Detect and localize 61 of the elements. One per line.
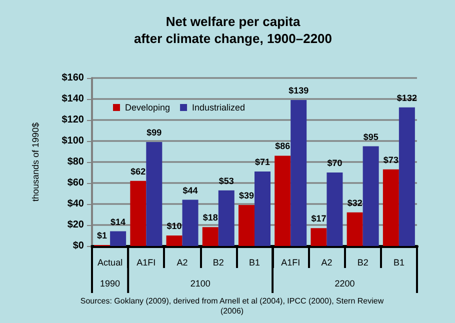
legend-label: Developing bbox=[125, 102, 170, 112]
bar bbox=[218, 190, 234, 246]
data-label: $32 bbox=[347, 198, 362, 208]
bar bbox=[346, 212, 363, 246]
bar bbox=[274, 156, 291, 246]
data-label: $14 bbox=[110, 216, 126, 227]
x-tick-label: A2 bbox=[176, 258, 188, 268]
x-tick-label: B1 bbox=[248, 258, 260, 268]
bar bbox=[166, 236, 182, 246]
data-label: $62 bbox=[130, 166, 146, 176]
bar bbox=[110, 231, 126, 246]
bar bbox=[290, 100, 307, 246]
data-label: $95 bbox=[363, 132, 378, 142]
y-tick-label: $20 bbox=[67, 220, 84, 230]
x-tick-label: B1 bbox=[393, 258, 404, 268]
x-tick-label: B2 bbox=[357, 258, 368, 268]
source-note: Sources: Goklany (2009), derived from Arnell et al (2004), IPCC (2000), Stern Review (2006) bbox=[80, 296, 384, 316]
bar bbox=[382, 169, 399, 246]
bar bbox=[238, 205, 254, 246]
text: 1990 bbox=[100, 278, 120, 288]
bar bbox=[146, 142, 162, 246]
data-label: $73 bbox=[383, 154, 398, 165]
bar bbox=[362, 146, 379, 246]
x-tick-label: Actual bbox=[98, 258, 123, 268]
y-tick-label: $100 bbox=[62, 136, 84, 146]
bar bbox=[254, 171, 270, 246]
x-tick-label: B2 bbox=[212, 258, 224, 268]
y-tick-label: $0 bbox=[72, 240, 84, 252]
data-label: $18 bbox=[202, 212, 218, 223]
y-tick-label: $60 bbox=[67, 178, 84, 188]
chart-title: Net welfare per capita after climate change, 1900–2200 bbox=[134, 14, 332, 46]
data-label: $139 bbox=[288, 86, 309, 96]
y-tick-label: $160 bbox=[62, 72, 84, 84]
y-tick-label: $140 bbox=[62, 94, 84, 104]
y-axis-title: thousands of 1990$ bbox=[30, 122, 40, 202]
x-tick-label: A2 bbox=[321, 258, 332, 268]
legend-label: Industrialized bbox=[192, 102, 246, 112]
data-label: $44 bbox=[182, 185, 198, 196]
y-tick-label: $80 bbox=[67, 156, 84, 168]
y-tick-label: $40 bbox=[67, 198, 84, 210]
data-label: $70 bbox=[327, 158, 342, 168]
bar bbox=[130, 180, 146, 246]
x-tick-label: A1FI bbox=[281, 258, 300, 268]
bar bbox=[202, 227, 218, 246]
bar bbox=[182, 200, 198, 246]
text: 2200 bbox=[334, 278, 355, 288]
bar bbox=[398, 107, 415, 246]
data-label: $17 bbox=[311, 214, 326, 224]
bar bbox=[310, 228, 327, 246]
text: 2100 bbox=[190, 278, 210, 288]
data-label: $99 bbox=[146, 128, 162, 138]
x-tick-label: A1FI bbox=[136, 258, 156, 268]
bar bbox=[326, 172, 343, 246]
data-label: $86 bbox=[275, 141, 290, 152]
data-label: $71 bbox=[254, 156, 270, 167]
data-label: $1 bbox=[97, 230, 108, 240]
data-label: $53 bbox=[218, 176, 234, 186]
data-label: $39 bbox=[238, 190, 254, 201]
data-label: $132 bbox=[396, 92, 417, 103]
y-tick-label: $120 bbox=[62, 114, 84, 126]
data-label: $10 bbox=[166, 221, 182, 231]
